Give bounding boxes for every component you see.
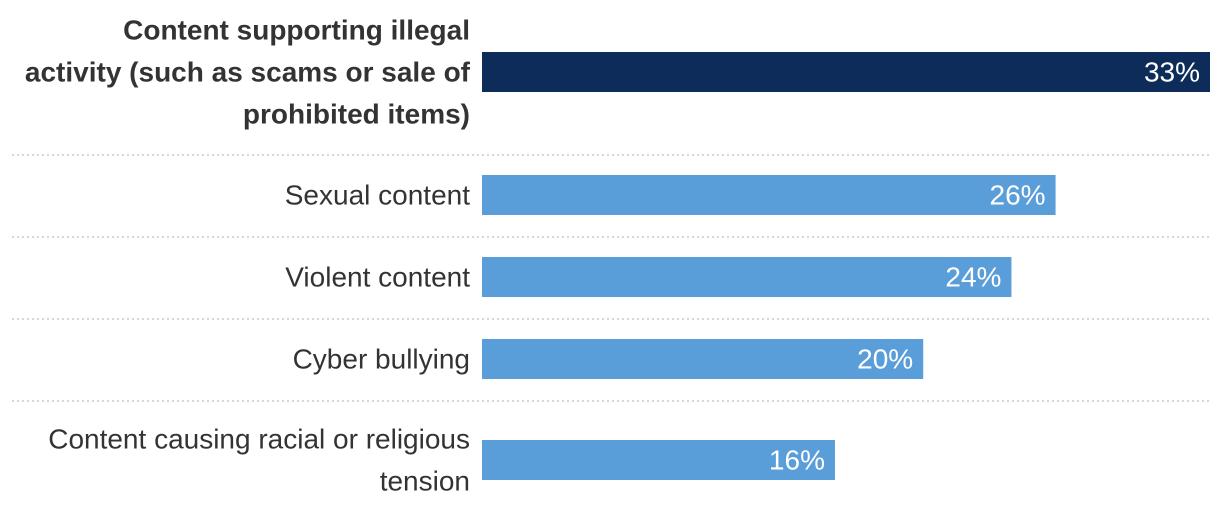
bar-value-label: 24% <box>945 262 1001 293</box>
category-label: Sexual content <box>285 180 470 211</box>
category-label: Content causing racial or religious tensi… <box>48 424 470 497</box>
bar-value-label: 20% <box>857 344 913 375</box>
bar <box>482 339 924 379</box>
bar <box>482 440 835 480</box>
category-label-line: prohibited items) <box>243 99 470 130</box>
bar-value-label: 26% <box>990 180 1046 211</box>
category-label-line: Content causing racial or religious <box>48 424 470 455</box>
category-label-line: Violent content <box>285 262 470 293</box>
category-label: Violent content <box>285 262 470 293</box>
bar-value-label: 33% <box>1144 57 1200 88</box>
category-label-line: Content supporting illegal <box>123 15 470 46</box>
bar <box>482 52 1210 92</box>
category-label-line: activity (such as scams or sale of <box>25 57 471 88</box>
bar <box>482 175 1056 215</box>
category-label: Content supporting illegal activity (such… <box>25 15 471 130</box>
category-label: Cyber bullying <box>293 344 470 375</box>
category-label-line: tension <box>380 466 470 497</box>
bar-value-label: 16% <box>769 445 825 476</box>
category-label-line: Cyber bullying <box>293 344 470 375</box>
bar <box>482 257 1012 297</box>
category-label-line: Sexual content <box>285 180 470 211</box>
